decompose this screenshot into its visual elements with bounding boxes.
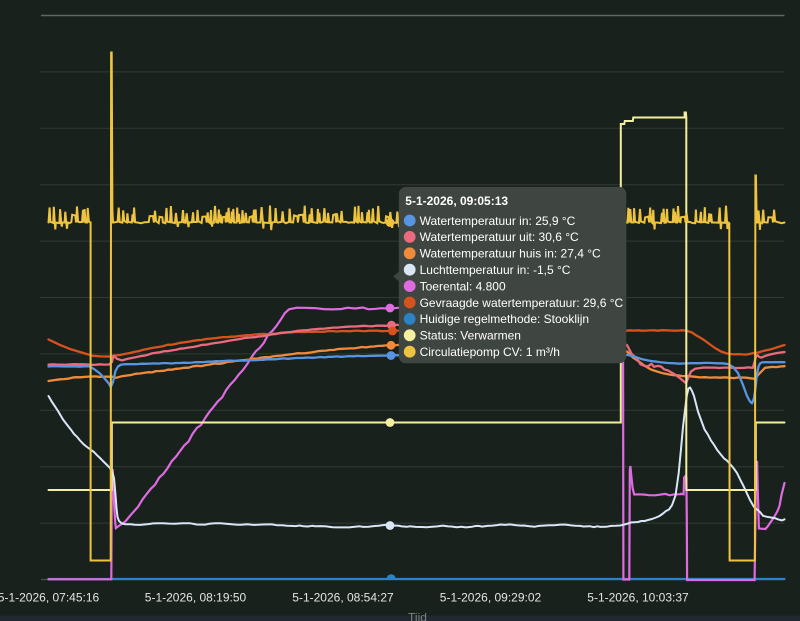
svg-text:5-1-2026, 09:29:02: 5-1-2026, 09:29:02 [440, 590, 542, 604]
svg-text:5-1-2026, 08:19:50: 5-1-2026, 08:19:50 [145, 590, 247, 604]
svg-text:Watertemperatuur huis in: 27,4: Watertemperatuur huis in: 27,4 °C [420, 247, 601, 261]
svg-text:Toerental: 4.800: Toerental: 4.800 [420, 279, 506, 293]
svg-text:5-1-2026, 10:03:37: 5-1-2026, 10:03:37 [587, 590, 689, 604]
svg-text:Status: Verwarmen: Status: Verwarmen [420, 329, 521, 343]
svg-text:Circulatiepomp CV: 1 m³/h: Circulatiepomp CV: 1 m³/h [420, 345, 560, 359]
svg-text:Tijd: Tijd [408, 611, 427, 621]
svg-text:5-1-2026, 09:05:13: 5-1-2026, 09:05:13 [405, 194, 508, 208]
svg-text:Watertemperatuur uit: 30,6 °C: Watertemperatuur uit: 30,6 °C [420, 230, 579, 244]
svg-text:5-1-2026, 08:54:27: 5-1-2026, 08:54:27 [292, 590, 394, 604]
svg-text:Luchttemperatuur in: -1,5 °C: Luchttemperatuur in: -1,5 °C [420, 263, 571, 277]
svg-text:Gevraagde watertemperatuur: 29: Gevraagde watertemperatuur: 29,6 °C [420, 296, 624, 310]
svg-text:5-1-2026, 07:45:16: 5-1-2026, 07:45:16 [0, 590, 100, 604]
svg-text:Huidige regelmethode: Stooklij: Huidige regelmethode: Stooklijn [420, 312, 589, 326]
svg-text:Watertemperatuur in: 25,9 °C: Watertemperatuur in: 25,9 °C [420, 214, 576, 228]
